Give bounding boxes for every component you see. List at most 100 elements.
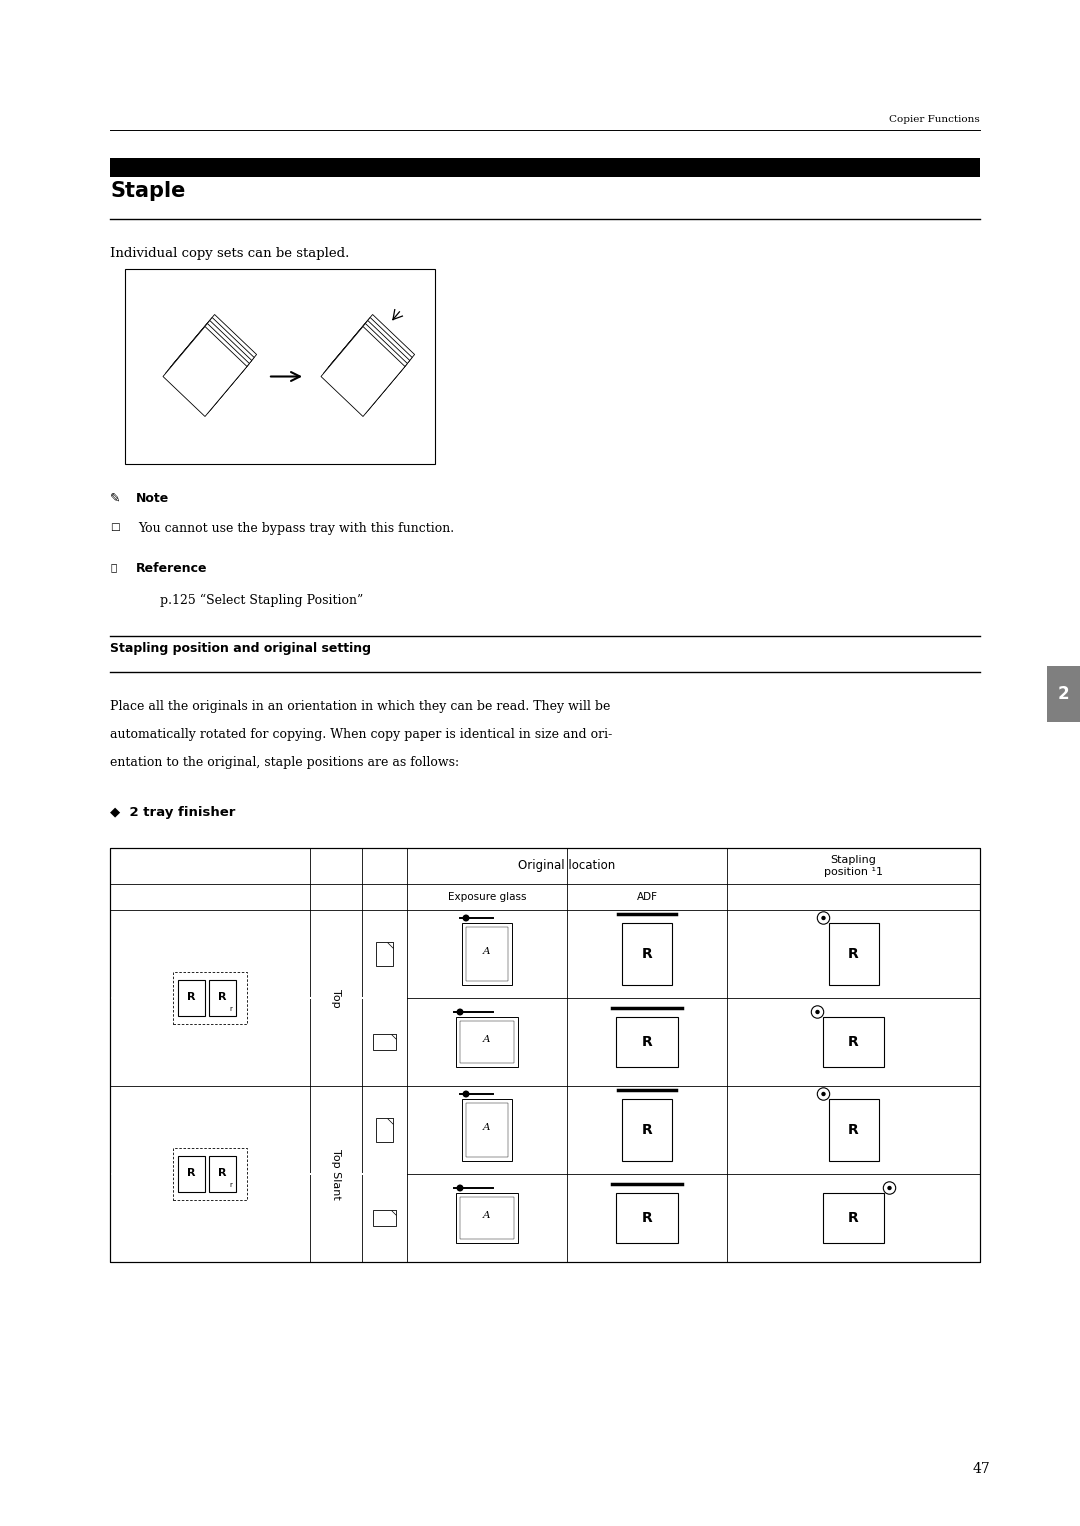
Text: R: R	[218, 1167, 227, 1178]
Text: R: R	[187, 1167, 195, 1178]
Text: Reference: Reference	[136, 562, 207, 575]
Circle shape	[888, 1186, 892, 1190]
Text: R: R	[848, 1123, 859, 1137]
Circle shape	[457, 1184, 463, 1192]
Text: R: R	[848, 1212, 859, 1225]
Bar	[110, 848, 980, 1262]
Text: You cannot use the bypass tray with this function.: You cannot use the bypass tray with this…	[138, 522, 454, 536]
Text: R: R	[642, 1123, 652, 1137]
Text: Place all the originals in an orientation in which they can be read. They will b: Place all the originals in an orientatio…	[110, 700, 610, 713]
Text: R: R	[848, 948, 859, 961]
Text: 2: 2	[1057, 685, 1069, 703]
Text: R: R	[187, 992, 195, 1003]
Bar	[462, 923, 512, 984]
Text: A: A	[483, 1212, 490, 1221]
Text: ADF: ADF	[636, 893, 658, 902]
Circle shape	[815, 1010, 820, 1015]
Bar	[125, 269, 435, 464]
Text: R: R	[642, 948, 652, 961]
Text: Top Slant: Top Slant	[330, 1149, 341, 1199]
Text: ✎: ✎	[110, 491, 121, 505]
Text: R: R	[218, 992, 227, 1003]
Bar	[110, 996, 362, 1000]
Circle shape	[821, 916, 826, 920]
Circle shape	[462, 1091, 470, 1097]
Bar	[465, 1103, 508, 1157]
Text: Copier Functions: Copier Functions	[889, 114, 980, 124]
Text: r: r	[229, 1181, 232, 1187]
Bar	[110, 848, 980, 1262]
Text: Individual copy sets can be stapled.: Individual copy sets can be stapled.	[110, 247, 349, 259]
Bar	[373, 1210, 396, 1227]
Bar	[173, 1149, 247, 1199]
Bar	[460, 1196, 514, 1239]
Bar	[823, 1016, 885, 1067]
Text: A: A	[483, 1036, 490, 1044]
Text: 47: 47	[972, 1462, 990, 1476]
Text: R: R	[642, 1035, 652, 1048]
Polygon shape	[387, 942, 393, 948]
Circle shape	[811, 1006, 824, 1018]
Bar	[210, 1157, 237, 1192]
Polygon shape	[173, 314, 257, 404]
Bar	[462, 1099, 512, 1161]
Text: Stapling position and original setting: Stapling position and original setting	[110, 642, 372, 655]
Circle shape	[883, 1181, 895, 1195]
Circle shape	[818, 1088, 829, 1100]
Bar	[373, 1033, 396, 1050]
Polygon shape	[321, 327, 405, 417]
Bar	[362, 1173, 407, 1175]
Bar	[460, 1021, 514, 1064]
Bar	[622, 923, 672, 984]
Text: A: A	[483, 1123, 490, 1132]
Bar	[1047, 667, 1080, 722]
Text: Staple: Staple	[110, 182, 186, 201]
Bar	[178, 980, 205, 1016]
Polygon shape	[323, 324, 407, 414]
Polygon shape	[328, 317, 413, 407]
Text: r: r	[229, 1006, 232, 1012]
Bar	[173, 972, 247, 1024]
Text: p.125 “Select Stapling Position”: p.125 “Select Stapling Position”	[160, 594, 363, 607]
Text: □: □	[110, 522, 120, 533]
Circle shape	[462, 914, 470, 922]
Text: R: R	[848, 1035, 859, 1048]
Text: Stapling
position ¹1: Stapling position ¹1	[824, 855, 883, 877]
Circle shape	[457, 1009, 463, 1015]
Polygon shape	[330, 314, 415, 404]
Bar	[178, 1157, 205, 1192]
Text: A: A	[483, 948, 490, 957]
Polygon shape	[387, 1119, 393, 1125]
Text: Top: Top	[330, 989, 341, 1007]
Polygon shape	[163, 327, 247, 417]
Bar	[362, 996, 407, 1000]
Bar	[376, 1119, 393, 1141]
Text: automatically rotated for copying. When copy paper is identical in size and ori-: automatically rotated for copying. When …	[110, 728, 612, 742]
Bar	[616, 1016, 678, 1067]
Text: R: R	[642, 1212, 652, 1225]
Bar	[110, 159, 980, 177]
Text: entation to the original, staple positions are as follows:: entation to the original, staple positio…	[110, 755, 459, 769]
Polygon shape	[391, 1033, 396, 1039]
Bar	[616, 1193, 678, 1244]
Text: 🔑: 🔑	[110, 562, 117, 572]
Bar	[376, 942, 393, 966]
Polygon shape	[326, 320, 409, 410]
Polygon shape	[165, 324, 249, 414]
Text: Original location: Original location	[518, 859, 616, 873]
Polygon shape	[167, 320, 252, 410]
Text: Exposure glass: Exposure glass	[448, 893, 526, 902]
Bar	[456, 1193, 518, 1244]
Circle shape	[821, 1091, 826, 1096]
Bar	[622, 1099, 672, 1161]
Bar	[828, 1099, 878, 1161]
Bar	[456, 1016, 518, 1067]
Polygon shape	[171, 317, 254, 407]
Bar	[110, 1173, 362, 1175]
Circle shape	[818, 913, 829, 925]
Bar	[465, 926, 508, 981]
Bar	[210, 980, 237, 1016]
Bar	[823, 1193, 885, 1244]
Polygon shape	[391, 1210, 396, 1215]
Text: Note: Note	[136, 491, 170, 505]
